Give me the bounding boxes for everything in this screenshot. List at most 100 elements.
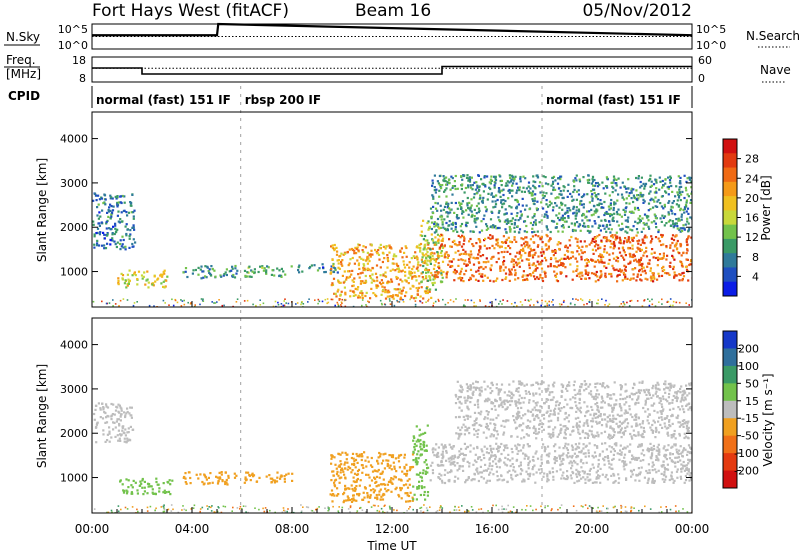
velocity-cell: [586, 422, 589, 425]
power-cell: [647, 298, 649, 300]
power-cell: [640, 267, 643, 270]
power-cell: [558, 303, 561, 305]
velocity-cell: [581, 470, 584, 473]
power-cell: [434, 201, 437, 205]
velocity-cell: [465, 414, 468, 417]
velocity-cell: [637, 395, 640, 398]
power-cell: [211, 301, 213, 303]
velocity-cell: [546, 398, 549, 401]
power-cell: [675, 185, 678, 188]
velocity-cell: [400, 497, 403, 500]
power-cell: [550, 301, 553, 303]
power-cell: [613, 177, 616, 180]
power-cell: [316, 269, 320, 272]
power-cell: [133, 302, 136, 304]
power-cell: [646, 216, 649, 219]
velocity-cell: [457, 477, 460, 480]
velocity-cell: [413, 493, 416, 496]
power-cell: [117, 220, 120, 223]
velocity-cell: [386, 462, 389, 465]
power-cell: [234, 267, 237, 270]
velocity-cell: [363, 451, 366, 454]
velocity-cell: [612, 429, 615, 432]
velocity-cell: [337, 474, 340, 477]
power-cell: [357, 296, 360, 299]
power-cell: [653, 191, 656, 194]
power-cell: [622, 301, 625, 303]
power-cell: [545, 213, 548, 216]
velocity-cell: [674, 461, 677, 464]
power-cell: [348, 270, 351, 273]
power-cell: [127, 281, 131, 284]
power-cell: [561, 208, 564, 211]
power-cell: [567, 215, 570, 218]
power-cell: [551, 182, 554, 185]
velocity-cell: [445, 459, 448, 462]
power-cell: [544, 305, 546, 307]
velocity-cell: [469, 444, 472, 447]
power-cell: [522, 186, 525, 189]
power-cell: [172, 304, 175, 307]
velocity-cell: [619, 393, 622, 396]
power-cell: [652, 256, 655, 259]
power-cell: [406, 263, 409, 266]
power-cell: [531, 249, 534, 252]
velocity-cell: [124, 414, 127, 417]
power-cell: [110, 213, 113, 216]
power-cell: [121, 274, 125, 277]
power-cell: [672, 304, 674, 307]
power-cell: [443, 254, 446, 257]
power-cell: [588, 277, 591, 280]
power-cell: [516, 189, 519, 192]
power-cell: [615, 255, 618, 259]
power-cell: [621, 256, 625, 259]
velocity-cell: [491, 383, 494, 387]
power-patch-0: [92, 192, 137, 251]
power-cell: [517, 219, 520, 222]
velocity-cell: [412, 451, 415, 454]
power-cell: [517, 277, 520, 280]
velocity-cell: [544, 447, 547, 451]
velocity-cell: [343, 473, 346, 476]
power-cell: [210, 274, 213, 277]
power-cell: [620, 303, 623, 305]
power-cell: [464, 305, 466, 307]
power-cell: [582, 224, 585, 228]
power-cell: [116, 201, 119, 204]
power-cell: [628, 210, 631, 213]
velocity-cell: [646, 448, 649, 452]
power-cell: [609, 231, 612, 234]
power-cell: [246, 271, 249, 274]
velocity-cell: [567, 420, 570, 423]
velocity-cell: [394, 488, 397, 491]
power-cell: [106, 233, 109, 236]
power-cell: [510, 212, 513, 215]
velocity-cell: [588, 442, 591, 445]
power-cell: [513, 178, 516, 181]
power-cell: [632, 254, 635, 257]
power-cell: [601, 298, 603, 300]
power-cell: [259, 265, 262, 268]
power-cell: [477, 174, 480, 177]
power-cell: [438, 246, 441, 249]
velocity-cell: [479, 471, 482, 474]
velocity-cell: [494, 458, 497, 461]
velocity-cell: [125, 412, 128, 415]
power-cell: [460, 279, 463, 282]
power-cell: [579, 272, 582, 275]
velocity-cell: [97, 402, 100, 405]
power-cell: [510, 222, 513, 226]
velocity-cell: [571, 396, 575, 399]
velocity-cell: [398, 495, 401, 498]
velocity-cell: [291, 472, 294, 475]
velocity-cell: [543, 449, 546, 452]
power-cell: [344, 293, 347, 296]
velocity-cell: [528, 399, 531, 402]
power-cell: [363, 264, 366, 267]
power-cell: [494, 205, 497, 208]
power-cell: [447, 212, 450, 215]
velocity-cell: [516, 473, 519, 477]
power-cell: [469, 230, 472, 233]
power-cell: [570, 235, 573, 239]
power-cell: [103, 237, 106, 240]
